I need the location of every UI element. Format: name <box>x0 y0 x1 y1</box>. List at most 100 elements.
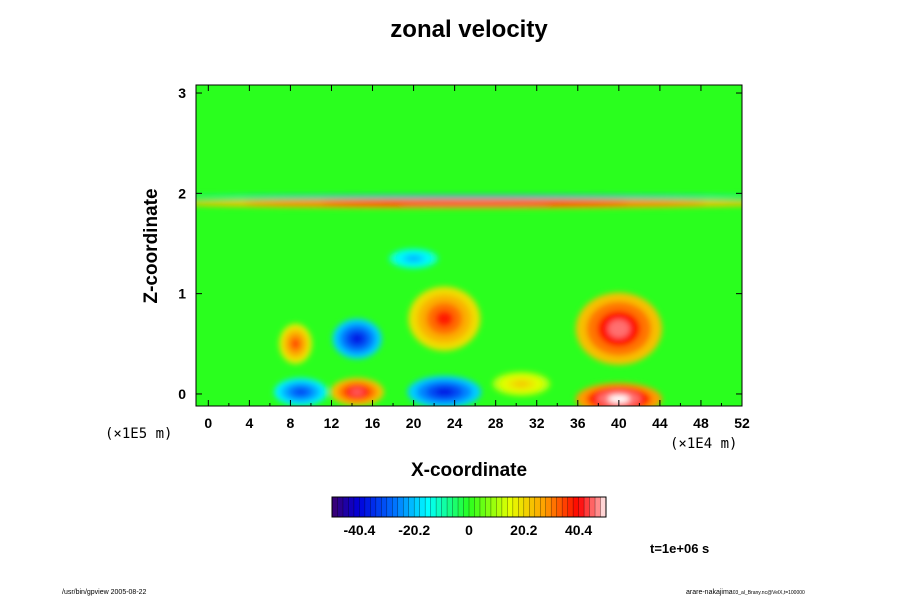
field-feature <box>435 387 454 396</box>
colorbar-segment <box>370 497 377 517</box>
x-tick-label: 24 <box>447 415 463 431</box>
colorbar-segment <box>353 497 360 517</box>
colorbar-segment <box>595 497 601 517</box>
colorbar-segment <box>392 497 399 517</box>
x-tick-label: 36 <box>570 415 586 431</box>
colorbar-tick-label: 40.4 <box>565 522 592 538</box>
x-tick-label: 12 <box>324 415 340 431</box>
axis-ticks <box>196 85 743 406</box>
plot-area <box>196 85 742 406</box>
x-tick-label: 0 <box>204 415 212 431</box>
field-feature <box>608 394 630 403</box>
field-feature <box>398 202 553 205</box>
colorbar-segment <box>540 497 547 517</box>
colorbar-segment <box>479 497 486 517</box>
colorbar-segment <box>419 497 426 517</box>
field-feature <box>435 310 454 327</box>
x-tick-label: 40 <box>611 415 627 431</box>
colorbar-segment <box>551 497 557 517</box>
y-axis-unit: (×1E5 m) <box>105 426 173 442</box>
colorbar: -40.4 -20.2 0 20.2 40.4 <box>331 496 607 538</box>
colorbar-segment <box>408 497 415 517</box>
colorbar-segment <box>556 497 563 517</box>
colorbar-segment <box>518 497 525 517</box>
colorbar-segment <box>545 497 552 517</box>
field-feature <box>608 319 630 338</box>
colorbar-segment <box>578 497 585 517</box>
colorbar-segment <box>463 497 470 517</box>
x-tick-label: 16 <box>365 415 381 431</box>
x-tick-label: 4 <box>245 415 253 431</box>
footer-right: arare-nakajima03_al_Brany.nc@VelX,t=1000… <box>686 589 805 596</box>
footer-left: /usr/bin/gpview 2005-08-22 <box>62 589 147 596</box>
colorbar-segment <box>381 497 388 517</box>
colorbar-segment <box>584 497 590 517</box>
colorbar-frame <box>331 496 607 518</box>
colorbar-segment <box>534 497 541 517</box>
colorbar-segment <box>600 497 607 517</box>
x-axis-label: X-coordinate <box>410 460 528 481</box>
colorbar-segment <box>485 497 492 517</box>
colorbar-segment <box>441 497 448 517</box>
colorbar-segment <box>375 497 382 517</box>
colorbar-segment <box>348 497 355 517</box>
chart-title: zonal velocity <box>390 16 548 43</box>
colorbar-segment <box>337 497 344 517</box>
colorbar-tick-label: -20.2 <box>398 522 430 538</box>
y-tick-label: 3 <box>178 85 186 101</box>
colorbar-segment <box>567 497 574 517</box>
colorbar-segment <box>496 497 503 517</box>
plot-frame <box>195 84 743 407</box>
colorbar-tick-label: -40.4 <box>343 522 375 538</box>
footer-right-main: arare-nakajima <box>686 589 733 596</box>
field-feature <box>407 256 420 262</box>
colorbar-segment <box>469 497 475 517</box>
colorbar-segment <box>562 497 568 517</box>
colorbar-tick-label: 0 <box>465 522 473 538</box>
x-tick-label: 52 <box>734 415 750 431</box>
y-axis-label: Z-coordinate <box>141 188 162 304</box>
colorbar-segment <box>342 497 349 517</box>
plot-background <box>196 85 742 406</box>
footer-right-small: 03_al_Brany.nc@VelX,t=100000 <box>732 590 805 596</box>
y-tick-label: 0 <box>178 386 186 402</box>
x-tick-label: 8 <box>287 415 295 431</box>
colorbar-segment <box>436 497 442 517</box>
colorbar-segment <box>414 497 420 517</box>
colorbar-segment <box>386 497 393 517</box>
x-tick-label: 48 <box>693 415 709 431</box>
colorbar-segment <box>474 497 481 517</box>
colorbar-segment <box>403 497 410 517</box>
colorbar-segment <box>501 497 508 517</box>
field-feature <box>514 380 529 387</box>
x-tick-label: 28 <box>488 415 504 431</box>
colorbar-segment <box>397 497 404 517</box>
colorbar-segment <box>523 497 530 517</box>
field-feature <box>291 338 300 349</box>
colorbar-segment <box>430 497 437 517</box>
field-feature <box>350 333 364 344</box>
field-feature <box>294 388 308 396</box>
time-label: t=1e+06 s <box>650 541 710 556</box>
colorbar-segment <box>364 497 371 517</box>
velocity-field <box>196 194 742 406</box>
field-feature <box>350 388 364 396</box>
colorbar-segment <box>458 497 464 517</box>
colorbar-segment <box>332 497 338 517</box>
colorbar-segment <box>447 497 453 517</box>
colorbar-segment <box>490 497 497 517</box>
colorbar-tick-label: 20.2 <box>510 522 537 538</box>
colorbar-segment <box>507 497 514 517</box>
x-tick-label: 20 <box>406 415 422 431</box>
colorbar-segment <box>452 497 459 517</box>
colorbar-segment <box>359 497 366 517</box>
colorbar-segment <box>512 497 519 517</box>
colorbar-segment <box>529 497 536 517</box>
field-feature <box>398 195 553 197</box>
x-tick-label: 44 <box>652 415 668 431</box>
y-tick-label: 1 <box>178 286 186 302</box>
x-tick-label: 32 <box>529 415 545 431</box>
colorbar-segment <box>589 497 596 517</box>
